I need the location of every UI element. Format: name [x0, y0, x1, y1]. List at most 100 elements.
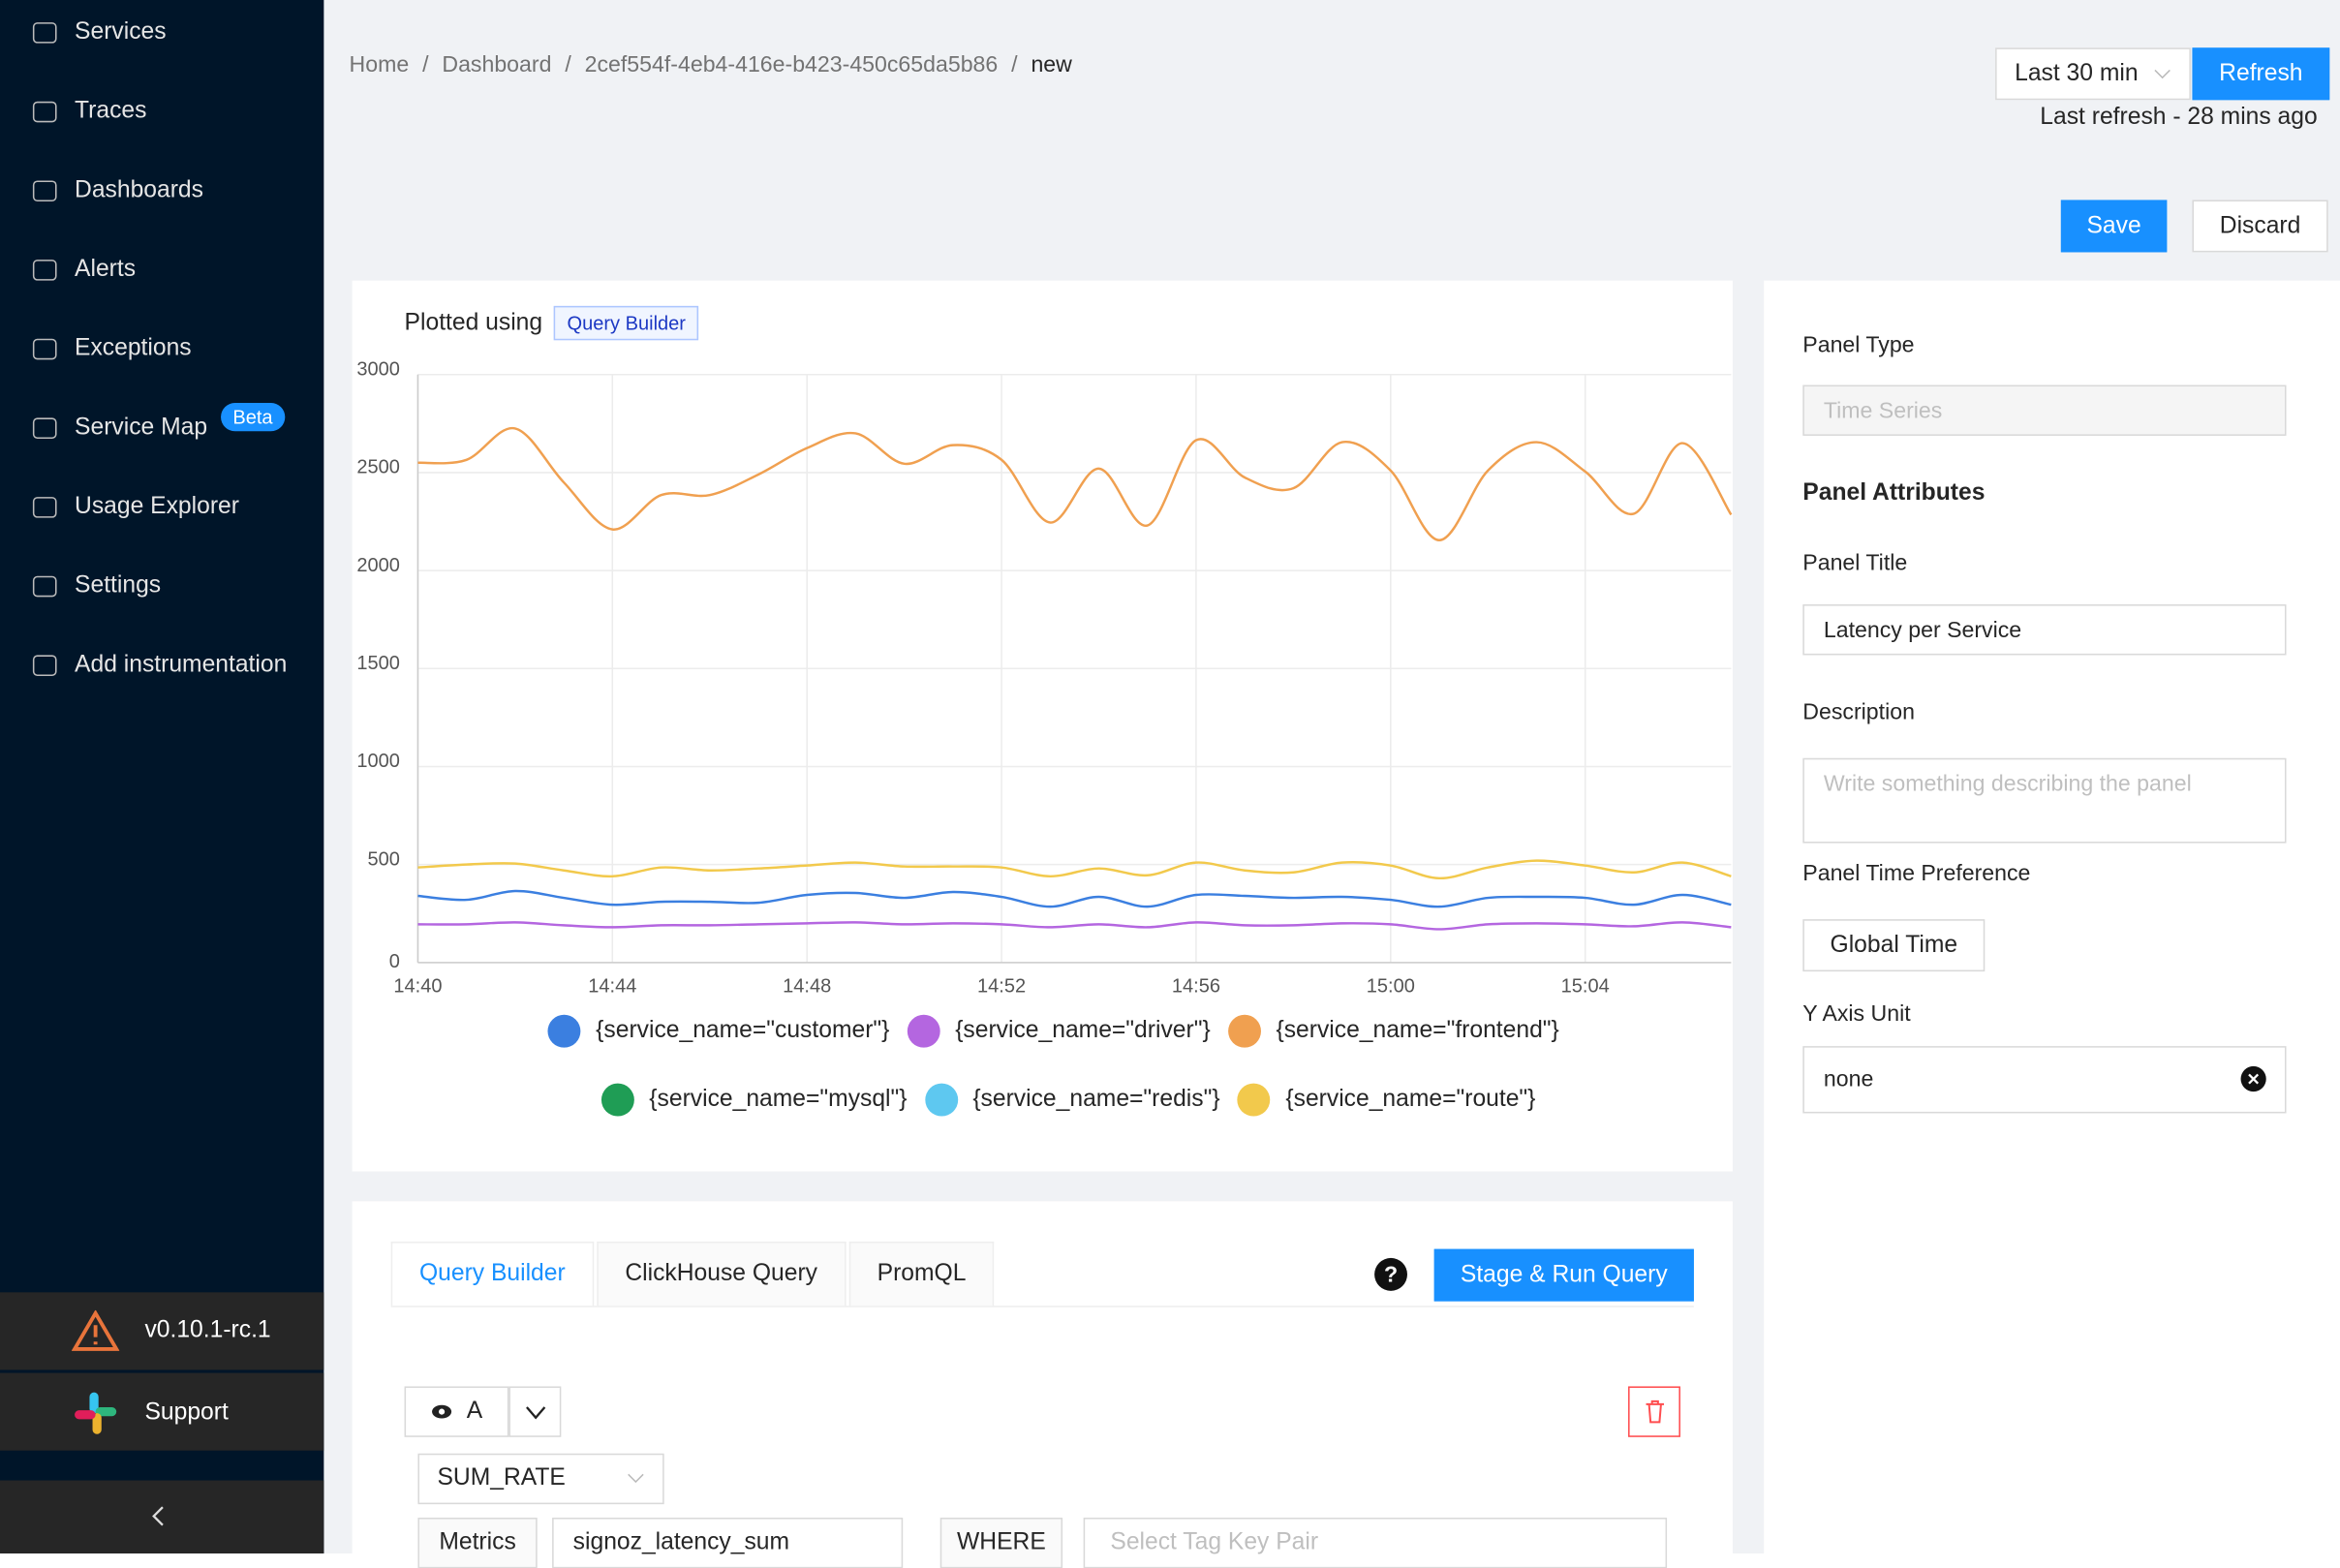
nav-icon	[32, 497, 57, 518]
refresh-button[interactable]: Refresh	[2192, 47, 2330, 101]
x-tick-label: 14:40	[393, 976, 442, 998]
panel-type-label: Panel Type	[1802, 332, 1915, 358]
delete-query[interactable]	[1628, 1386, 1680, 1437]
crumb-sep: /	[1011, 51, 1018, 78]
description-input[interactable]: Write something describing the panel	[1802, 757, 2287, 844]
crumb: 2cef554f-4eb4-416e-b423-450c65da5b86	[584, 51, 999, 78]
crumb: Home	[349, 51, 410, 78]
nav-item[interactable]: Services	[32, 19, 167, 46]
save-button[interactable]: Save	[2060, 200, 2168, 253]
nav-item[interactable]: Alerts	[32, 257, 136, 284]
query-tab[interactable]: PromQL	[848, 1241, 995, 1307]
chart-panel: Plotted using Query Builder 0 500 1000 1500…	[352, 280, 1733, 1172]
breadcrumb: Home / Dashboard / 2cef554f-4eb4-416e-b423-4…	[350, 52, 1072, 77]
crumb: Dashboard	[442, 51, 552, 78]
chevron	[152, 1506, 164, 1526]
plotted-using: Plotted using	[404, 310, 543, 336]
legend-label: {service_name="customer"}	[596, 1017, 890, 1044]
crumb: new	[1031, 51, 1072, 78]
panel-type: Time Series	[1802, 384, 2287, 436]
y-tick-label: 500	[368, 848, 400, 870]
time-pref-label: Panel Time Preference	[1802, 861, 2031, 887]
legend-item[interactable]: {service_name="redis"}	[925, 1083, 1220, 1117]
nav-item[interactable]: Service Map Beta	[32, 403, 285, 442]
query-tab[interactable]: Query Builder	[390, 1241, 594, 1307]
chart: 0 500 1000 1500 2000 2500 3000 14:40 14:44 14:48 1…	[356, 358, 1733, 998]
support: Support	[144, 1399, 229, 1426]
time-pref-button[interactable]: Global Time	[1802, 919, 1986, 972]
query-tab[interactable]: ClickHouse Query	[597, 1241, 847, 1307]
where-label: WHERE	[939, 1518, 1063, 1568]
version: v0.10.1-rc.1	[144, 1317, 271, 1343]
nav-label: Settings	[75, 572, 162, 599]
legend-item[interactable]: {service_name="mysql"}	[600, 1083, 908, 1117]
legend-label: {service_name="mysql"}	[649, 1086, 908, 1112]
legend-swatch	[1238, 1083, 1271, 1117]
nav-item[interactable]: Add instrumentation	[32, 652, 288, 679]
nav-item[interactable]: Exceptions	[32, 335, 192, 363]
y-tick-label: 0	[389, 951, 400, 972]
nav-item[interactable]: Usage Explorer	[32, 494, 239, 521]
nav-label: Exceptions	[75, 335, 192, 361]
legend-label: {service_name="route"}	[1285, 1086, 1536, 1112]
y-tick-label: 3000	[356, 358, 400, 380]
nav-label: Services	[75, 19, 167, 46]
collapse[interactable]	[0, 1480, 324, 1554]
x-tick-label: 14:56	[1172, 976, 1220, 998]
source-tag: Query Builder	[553, 305, 699, 341]
nav-icon	[32, 22, 57, 44]
svg-text:?: ?	[1384, 1262, 1398, 1287]
nav-icon	[32, 260, 57, 281]
legend-item[interactable]: {service_name="customer"}	[547, 1014, 890, 1048]
nav-badge: Beta	[221, 403, 285, 432]
support-box[interactable]: Support	[0, 1372, 324, 1451]
nav-icon	[32, 180, 57, 202]
eye-icon	[431, 1404, 451, 1419]
y-unit-input[interactable]: none	[1802, 1046, 2287, 1114]
tag-input[interactable]: Select Tag Key Pair	[1083, 1518, 1668, 1568]
nav-icon	[32, 575, 57, 598]
legend-swatch	[1228, 1014, 1262, 1048]
legend-item[interactable]: {service_name="route"}	[1238, 1083, 1536, 1117]
nav-item[interactable]: Traces	[32, 98, 147, 126]
panel-title-input[interactable]: Latency per Service	[1802, 604, 2287, 656]
series-line	[417, 921, 1732, 931]
version-box: v0.10.1-rc.1	[0, 1292, 324, 1370]
legend-label: {service_name="frontend"}	[1276, 1017, 1559, 1044]
query-toggle[interactable]: A	[404, 1386, 509, 1437]
aggregation-select[interactable]: SUM_RATE	[417, 1453, 664, 1505]
legend-swatch	[907, 1014, 940, 1048]
slack-icon	[75, 1392, 117, 1434]
legend-item[interactable]: {service_name="frontend"}	[1228, 1014, 1559, 1048]
nav-item[interactable]: Settings	[32, 572, 162, 600]
legend-swatch	[600, 1083, 634, 1117]
legend-item[interactable]: {service_name="driver"}	[907, 1014, 1211, 1048]
x-tick-label: 14:44	[588, 976, 636, 998]
stage-run-button[interactable]: Stage & Run Query	[1433, 1248, 1694, 1302]
nav-label: Usage Explorer	[75, 494, 239, 520]
chevron	[525, 1405, 545, 1419]
metric-input[interactable]: signoz_latency_sum	[552, 1518, 904, 1568]
help-icon[interactable]: ?	[1373, 1256, 1409, 1292]
nav-icon	[32, 101, 57, 123]
nav-item[interactable]: Dashboards	[32, 177, 203, 204]
series-line	[417, 427, 1733, 541]
clear-icon[interactable]	[2240, 1065, 2267, 1092]
nav-icon	[32, 417, 57, 440]
x-tick-label: 15:00	[1367, 976, 1415, 998]
series-line	[417, 889, 1732, 908]
nav-label: Add instrumentation	[75, 652, 288, 678]
legend-swatch	[925, 1083, 958, 1117]
query-expand[interactable]	[508, 1386, 562, 1437]
time-range-text: Last 30 min	[2015, 60, 2139, 86]
x-tick-label: 15:04	[1561, 976, 1610, 998]
y-unit-label: Y Axis Unit	[1802, 1000, 1911, 1028]
discard-button[interactable]: Discard	[2192, 200, 2328, 253]
legend: {service_name="customer"} {service_name="…	[486, 1014, 1620, 1117]
time-range[interactable]: Last 30 min	[1995, 47, 2191, 101]
caret	[2153, 69, 2171, 78]
y-tick-label: 2000	[356, 555, 400, 576]
nav-label: Traces	[75, 98, 147, 124]
